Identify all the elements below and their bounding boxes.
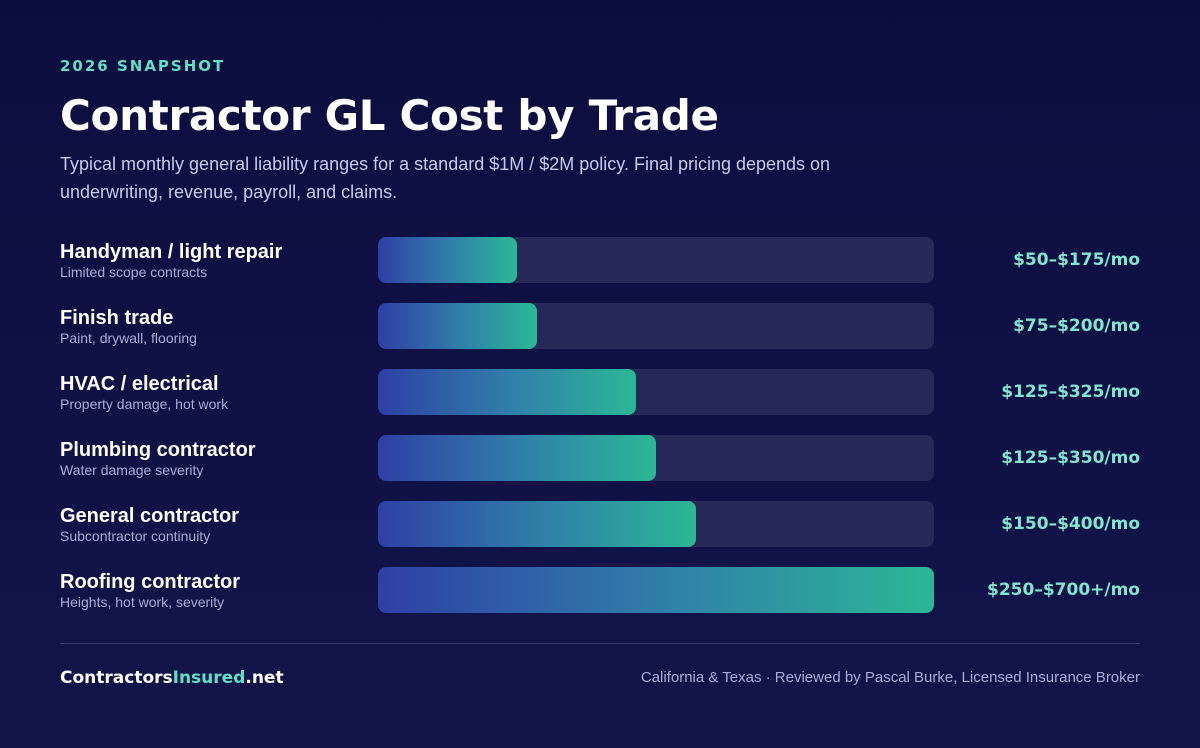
bar bbox=[378, 237, 517, 283]
footer-divider bbox=[60, 643, 1140, 644]
bar-row: Finish trade Paint, drywall, flooring $75–… bbox=[60, 303, 1140, 349]
bar-label-group: Plumbing contractor Water damage severity bbox=[60, 438, 370, 479]
bar bbox=[378, 501, 696, 547]
brand-accent: Insured bbox=[172, 668, 246, 688]
bar bbox=[378, 435, 656, 481]
bar-row: HVAC / electrical Property damage, hot wo… bbox=[60, 369, 1140, 415]
category-description: Heights, hot work, severity bbox=[60, 594, 225, 610]
bar-track bbox=[378, 303, 934, 349]
bar-row: General contractor Subcontractor continui… bbox=[60, 501, 1140, 547]
category-description: Subcontractor continuity bbox=[60, 528, 211, 544]
bar bbox=[378, 303, 537, 349]
category-description: Limited scope contracts bbox=[60, 264, 208, 280]
bar-label-group: Finish trade Paint, drywall, flooring bbox=[60, 306, 370, 347]
bar-value-label: $125–$350/mo bbox=[1001, 448, 1140, 468]
bar-track bbox=[378, 237, 934, 283]
category-label: General contractor bbox=[60, 505, 239, 527]
bar-value-label: $50–$175/mo bbox=[1013, 250, 1140, 270]
category-description: Paint, drywall, flooring bbox=[60, 330, 197, 346]
bar-value-label: $150–$400/mo bbox=[1001, 514, 1140, 534]
category-label: Finish trade bbox=[60, 307, 174, 329]
bar bbox=[378, 567, 934, 613]
bar-value-label: $250–$700+/mo bbox=[987, 580, 1140, 600]
bar-row: Roofing contractor Heights, hot work, sev… bbox=[60, 567, 1140, 613]
bar-track bbox=[378, 567, 934, 613]
category-label: Plumbing contractor bbox=[60, 439, 256, 461]
bar-label-group: Handyman / light repair Limited scope con… bbox=[60, 240, 370, 281]
category-label: Handyman / light repair bbox=[60, 241, 283, 263]
bar-track bbox=[378, 369, 934, 415]
brand-logo[interactable]: ContractorsInsured.net bbox=[60, 667, 284, 689]
bar-label-group: General contractor Subcontractor continui… bbox=[60, 504, 370, 545]
eyebrow-label: 2026 SNAPSHOT bbox=[60, 57, 226, 75]
bar-value-label: $75–$200/mo bbox=[1013, 316, 1140, 336]
category-label: HVAC / electrical bbox=[60, 373, 219, 395]
chart-title: Contractor GL Cost by Trade bbox=[60, 91, 719, 140]
infographic: 2026 SNAPSHOT Contractor GL Cost by Trad… bbox=[60, 0, 1140, 748]
bar-label-group: Roofing contractor Heights, hot work, sev… bbox=[60, 570, 370, 611]
brand-main: Contractors bbox=[60, 668, 173, 688]
bar-row: Plumbing contractor Water damage severity… bbox=[60, 435, 1140, 481]
chart-subtitle: Typical monthly general liability ranges… bbox=[60, 154, 831, 202]
bar-track bbox=[378, 435, 934, 481]
category-label: Roofing contractor bbox=[60, 571, 240, 593]
bar-row: Handyman / light repair Limited scope con… bbox=[60, 237, 1140, 283]
brand-suffix: .net bbox=[245, 668, 284, 688]
category-description: Water damage severity bbox=[60, 462, 204, 478]
review-note: California & Texas · Reviewed by Pascal … bbox=[640, 669, 1140, 686]
bar-value-label: $125–$325/mo bbox=[1001, 382, 1140, 402]
category-description: Property damage, hot work bbox=[60, 396, 229, 412]
bar bbox=[378, 369, 636, 415]
bar-label-group: HVAC / electrical Property damage, hot wo… bbox=[60, 372, 370, 413]
bar-track bbox=[378, 501, 934, 547]
